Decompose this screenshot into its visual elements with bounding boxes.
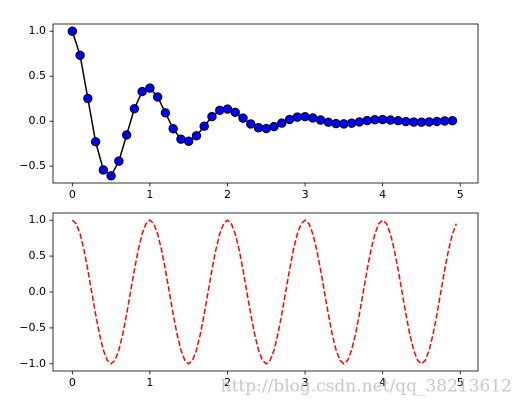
x-tick-label: 2 bbox=[224, 188, 231, 201]
data-point bbox=[83, 93, 93, 104]
data-point bbox=[261, 123, 271, 134]
data-point bbox=[377, 114, 388, 125]
y-tick-label: 1.0 bbox=[29, 24, 47, 37]
data-point bbox=[238, 113, 248, 123]
data-point bbox=[300, 111, 310, 122]
data-point bbox=[440, 116, 450, 126]
data-point bbox=[432, 116, 442, 127]
axes-frame bbox=[52, 23, 479, 184]
data-point bbox=[354, 117, 365, 127]
data-point bbox=[168, 124, 178, 134]
data-point bbox=[346, 118, 357, 128]
x-tick-label: 2 bbox=[224, 376, 231, 389]
x-tick-label: 4 bbox=[379, 188, 386, 201]
data-point bbox=[75, 50, 85, 61]
data-point bbox=[246, 119, 256, 129]
x-tick-label: 3 bbox=[302, 188, 309, 201]
y-tick-label: 0.5 bbox=[29, 69, 47, 82]
data-point bbox=[253, 123, 264, 133]
data-point bbox=[331, 118, 341, 129]
data-point bbox=[207, 111, 217, 122]
data-point bbox=[152, 92, 163, 102]
data-point bbox=[339, 119, 349, 129]
axes-frame bbox=[52, 212, 479, 372]
data-point bbox=[284, 114, 295, 125]
data-point bbox=[362, 115, 372, 126]
data-point bbox=[137, 86, 147, 97]
data-point bbox=[145, 83, 155, 93]
data-point bbox=[199, 121, 209, 131]
data-point bbox=[215, 105, 225, 115]
data-point bbox=[121, 130, 132, 140]
data-point bbox=[114, 156, 124, 166]
data-point bbox=[191, 131, 202, 141]
data-point bbox=[98, 165, 109, 175]
data-point bbox=[90, 137, 101, 147]
x-tick-label: 0 bbox=[69, 376, 76, 389]
data-point bbox=[222, 104, 233, 114]
data-point bbox=[269, 121, 279, 132]
x-tick-label: 4 bbox=[379, 376, 386, 389]
data-point bbox=[292, 112, 303, 122]
y-tick-label: 0.5 bbox=[29, 249, 47, 262]
data-point bbox=[323, 117, 334, 127]
data-point bbox=[393, 116, 403, 126]
data-point bbox=[183, 136, 194, 146]
data-point bbox=[67, 26, 78, 36]
x-tick-label: 3 bbox=[302, 376, 309, 389]
y-tick-label: −0.5 bbox=[19, 159, 46, 172]
data-point bbox=[176, 134, 186, 144]
data-point bbox=[277, 118, 287, 128]
y-tick-label: −1.0 bbox=[19, 357, 46, 370]
data-point bbox=[424, 117, 434, 127]
y-tick-label: 0.0 bbox=[29, 114, 47, 127]
data-point bbox=[385, 115, 396, 125]
data-point bbox=[401, 116, 411, 127]
y-tick-label: 0.0 bbox=[29, 285, 47, 298]
y-tick-label: −0.5 bbox=[19, 321, 46, 334]
data-point bbox=[308, 113, 318, 123]
data-point bbox=[160, 108, 171, 118]
data-point bbox=[230, 107, 240, 117]
data-point bbox=[408, 117, 419, 127]
data-point bbox=[370, 115, 380, 125]
data-point bbox=[447, 115, 458, 126]
y-tick-label: 1.0 bbox=[29, 213, 47, 226]
x-tick-label: 1 bbox=[146, 188, 153, 201]
x-tick-label: 0 bbox=[69, 188, 76, 201]
data-line bbox=[71, 219, 458, 365]
x-tick-label: 1 bbox=[146, 376, 153, 389]
watermark: http://blog.csdn.net/qq_38213612 bbox=[221, 377, 512, 397]
data-point bbox=[129, 103, 140, 114]
x-tick-label: 5 bbox=[457, 376, 464, 389]
x-tick-label: 5 bbox=[457, 188, 464, 201]
data-point bbox=[416, 117, 427, 127]
data-line bbox=[71, 30, 453, 177]
data-point bbox=[106, 171, 116, 181]
data-point bbox=[315, 115, 326, 125]
